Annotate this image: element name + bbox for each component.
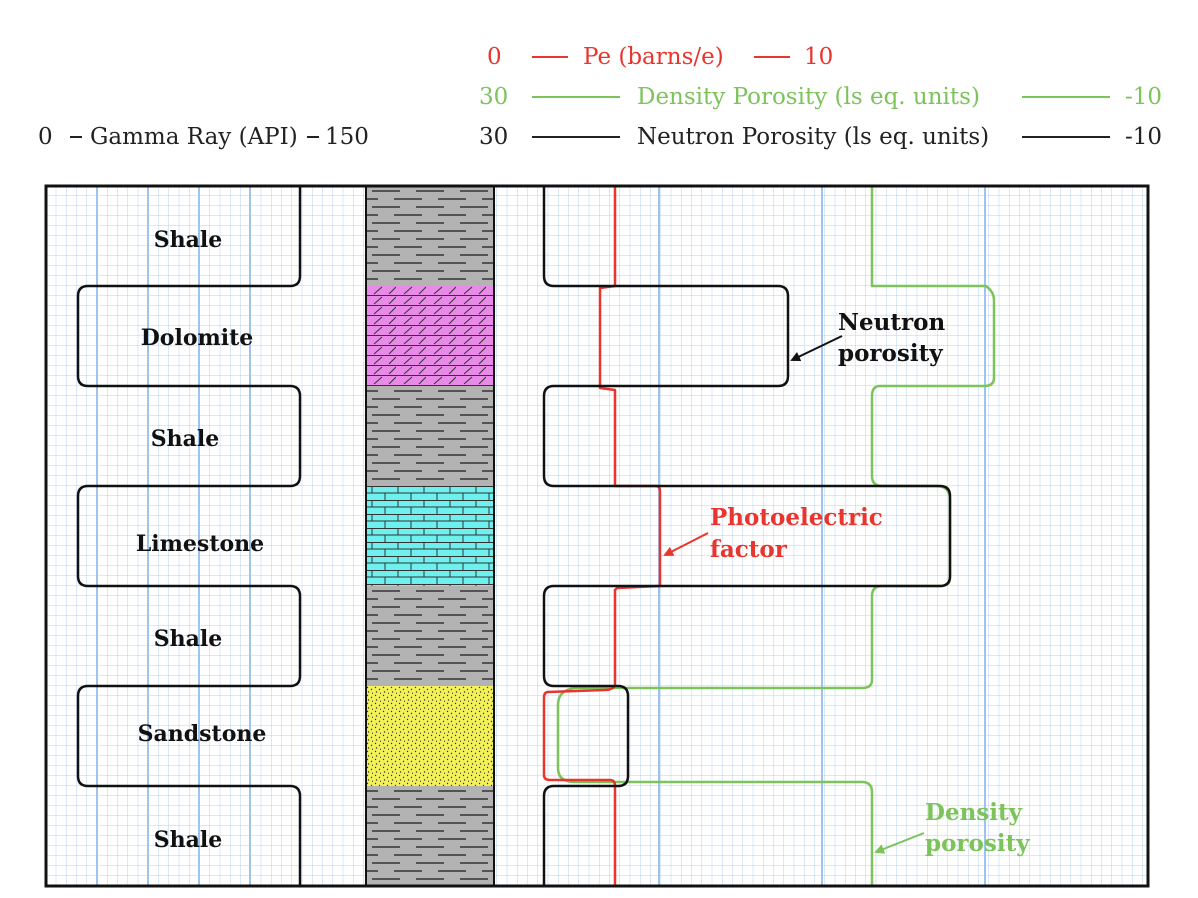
neutron-scale-dash bbox=[532, 136, 620, 138]
density-annotation: Density porosity bbox=[874, 799, 1030, 857]
lithology-column bbox=[365, 186, 495, 886]
lith-shale-1 bbox=[366, 186, 494, 286]
pe-annotation: Photoelectric factor bbox=[663, 504, 883, 563]
density-annotation-line2: porosity bbox=[925, 830, 1030, 857]
pe-scale-dash-right bbox=[754, 56, 790, 58]
lith-label-1: Shale bbox=[154, 227, 223, 253]
neutron-porosity-curve bbox=[542, 186, 952, 886]
density-scale-dash bbox=[532, 96, 620, 98]
neutron-scale-dash-right2 bbox=[1022, 136, 1110, 138]
density-scale-right: -10 bbox=[1125, 84, 1163, 110]
lith-label-2: Dolomite bbox=[141, 325, 254, 351]
pe-scale-label: Pe (barns/e) bbox=[583, 44, 724, 70]
pe-annotation-line2: factor bbox=[710, 536, 788, 563]
neutron-annotation-line2: porosity bbox=[838, 340, 943, 367]
neutron-scale-label: Neutron Porosity (ls eq. units) bbox=[637, 124, 990, 150]
gamma-scale-dash-right bbox=[307, 136, 319, 138]
major-grid-lines bbox=[96, 186, 986, 886]
lith-sandstone bbox=[366, 686, 494, 786]
pe-scale-right: 10 bbox=[804, 44, 834, 70]
gamma-scale-right: 150 bbox=[325, 124, 369, 150]
lith-label-4: Limestone bbox=[136, 531, 264, 557]
density-annotation-line1: Density bbox=[925, 799, 1023, 826]
neutron-scale-right: -10 bbox=[1125, 124, 1163, 150]
neutron-annotation-line1: Neutron bbox=[838, 309, 945, 336]
lith-shale-3 bbox=[366, 586, 494, 686]
gamma-scale-left: 0 bbox=[38, 124, 53, 150]
gamma-scale-dash bbox=[70, 136, 82, 138]
gamma-scale-label: Gamma Ray (API) bbox=[90, 124, 298, 150]
pe-scale-left: 0 bbox=[487, 44, 502, 70]
lith-label-7: Shale bbox=[154, 827, 223, 853]
pe-arrow bbox=[663, 532, 709, 556]
lith-dolomite bbox=[366, 286, 494, 386]
lith-label-6: Sandstone bbox=[138, 721, 267, 747]
density-scale-dash-right bbox=[1022, 96, 1110, 98]
lith-shale-2 bbox=[366, 386, 494, 486]
density-scale-label: Density Porosity (ls eq. units) bbox=[637, 84, 980, 110]
lithology-labels: Shale Dolomite Shale Limestone Shale San… bbox=[136, 227, 267, 853]
lith-shale-4 bbox=[366, 786, 494, 886]
lith-limestone bbox=[366, 486, 494, 586]
neutron-scale-left: 30 bbox=[479, 124, 509, 150]
pe-curve bbox=[542, 186, 662, 886]
lith-label-3: Shale bbox=[151, 426, 220, 452]
density-arrow bbox=[874, 832, 925, 854]
neutron-arrow bbox=[790, 335, 843, 362]
pe-annotation-line1: Photoelectric bbox=[710, 504, 883, 531]
gamma-ray-curve bbox=[76, 186, 302, 886]
density-scale-left: 30 bbox=[479, 84, 509, 110]
log-frame bbox=[44, 184, 1150, 888]
lith-label-5: Shale bbox=[154, 626, 223, 652]
pe-scale-dash bbox=[532, 56, 568, 58]
neutron-annotation: Neutron porosity bbox=[790, 309, 945, 367]
grid-background bbox=[46, 186, 1148, 886]
